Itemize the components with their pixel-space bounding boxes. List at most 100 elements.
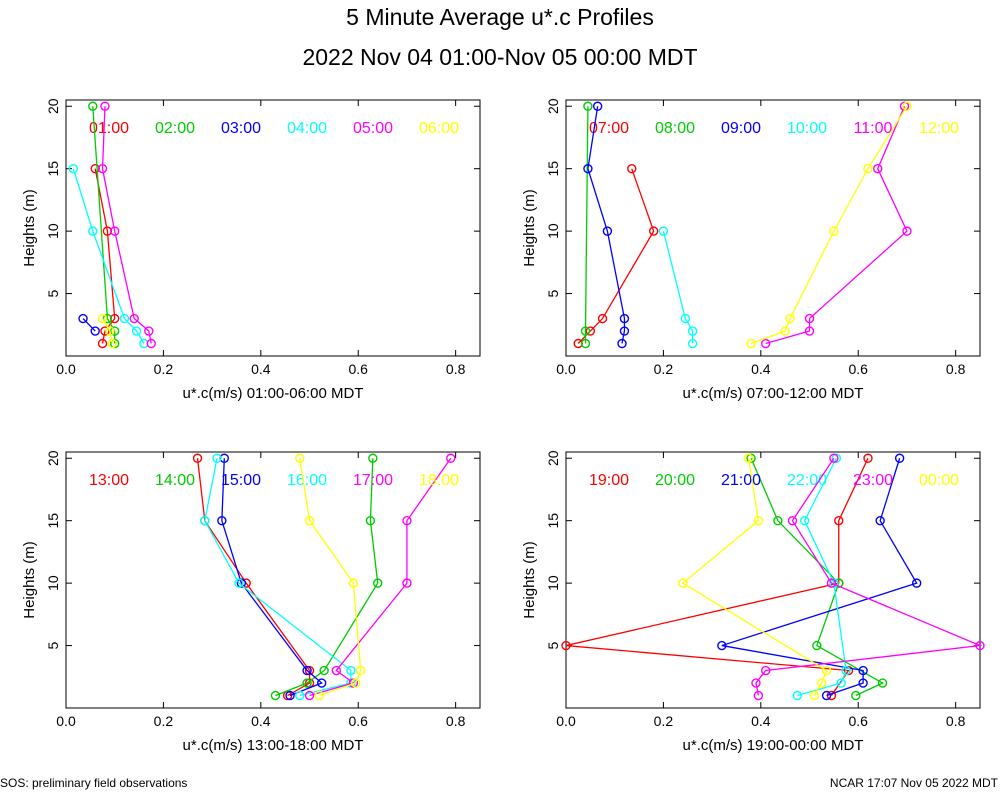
data-point — [583, 101, 593, 111]
data-point — [687, 338, 698, 349]
legend-entry: 01:00 — [89, 120, 129, 137]
data-point — [804, 313, 815, 324]
data-point — [760, 665, 771, 676]
data-point — [746, 338, 756, 349]
data-point — [319, 665, 329, 676]
data-point — [561, 640, 571, 651]
x-tick-label: 0.4 — [751, 713, 771, 729]
data-point — [592, 101, 603, 111]
data-point — [270, 690, 281, 701]
series-line — [755, 457, 983, 696]
x-tick-label: 0.8 — [946, 361, 966, 377]
y-tick-label: 5 — [45, 289, 61, 297]
data-point — [877, 678, 888, 688]
data-point — [100, 101, 110, 111]
legend-entry: 04:00 — [287, 120, 327, 137]
data-point — [678, 578, 688, 588]
x-tick-label: 0.2 — [654, 713, 674, 729]
data-point — [602, 226, 613, 236]
data-point — [597, 313, 608, 324]
series-line — [101, 106, 152, 344]
y-tick-label: 10 — [45, 575, 61, 591]
x-tick-label: 0.6 — [849, 713, 869, 729]
plot-frame-1 — [65, 99, 481, 357]
series-line — [92, 106, 116, 344]
data-point — [144, 326, 154, 336]
legend-entry: 17:00 — [353, 472, 393, 489]
data-point — [753, 690, 764, 701]
x-tick-label: 0.8 — [946, 713, 966, 729]
data-point — [751, 678, 761, 688]
data-point — [841, 665, 851, 676]
legend-entry: 07:00 — [589, 120, 629, 137]
series-line — [565, 457, 869, 696]
data-point — [804, 326, 815, 336]
legend-entry: 00:00 — [919, 472, 959, 489]
data-point — [100, 326, 110, 336]
series-line — [750, 457, 885, 697]
data-point — [88, 226, 98, 236]
y-axis-label: Heights (m) — [521, 189, 538, 267]
data-point — [902, 226, 912, 236]
data-point — [826, 578, 837, 588]
data-point — [902, 101, 912, 111]
x-tick-label: 0.0 — [556, 713, 576, 729]
x-axis-label: u*.c(m/s) 19:00-00:00 MDT — [683, 737, 864, 754]
series-line — [204, 458, 352, 697]
series-line — [584, 106, 589, 344]
data-point — [97, 163, 108, 174]
data-point — [217, 515, 227, 526]
data-point — [346, 665, 356, 676]
data-point — [110, 226, 120, 236]
y-tick-label: 5 — [545, 641, 561, 649]
data-point — [97, 338, 108, 349]
data-point — [787, 515, 798, 526]
data-point — [402, 578, 412, 588]
data-point — [317, 678, 327, 688]
data-point — [817, 678, 827, 688]
data-point — [365, 515, 376, 526]
y-tick-label: 10 — [45, 223, 61, 239]
data-point — [304, 515, 315, 526]
data-point — [619, 326, 630, 336]
data-point — [836, 678, 846, 688]
data-point — [88, 101, 98, 111]
footer-timestamp: NCAR 17:07 Nov 05 2022 MDT — [829, 776, 998, 790]
y-tick-label: 15 — [45, 513, 61, 529]
data-point — [105, 326, 115, 336]
data-point — [331, 665, 342, 676]
data-point — [834, 515, 844, 526]
data-point — [90, 326, 100, 336]
data-point — [192, 453, 203, 463]
y-tick-label: 15 — [45, 161, 61, 177]
data-point — [131, 326, 142, 336]
legend-entry: 11:00 — [854, 120, 893, 137]
x-tick-label: 0.8 — [446, 713, 466, 729]
data-point — [792, 690, 803, 701]
data-point — [799, 515, 810, 526]
data-point — [212, 453, 222, 463]
series-line — [662, 230, 694, 344]
series-line — [577, 168, 655, 344]
legend-entry: 03:00 — [221, 120, 261, 137]
data-point — [304, 690, 315, 701]
data-point — [717, 640, 727, 651]
x-tick-label: 0.4 — [251, 361, 271, 377]
y-tick-label: 20 — [45, 450, 61, 466]
y-tick-label: 15 — [545, 161, 561, 177]
y-axis-label: Heights (m) — [521, 541, 538, 619]
data-point — [314, 690, 324, 701]
y-tick-label: 20 — [545, 98, 561, 114]
series-line — [82, 318, 96, 332]
y-tick-label: 10 — [545, 575, 561, 591]
series-line — [299, 458, 362, 697]
data-point — [97, 313, 108, 324]
legend-entry: 05:00 — [353, 120, 393, 137]
legend-entry: 12:00 — [919, 120, 959, 137]
data-point — [858, 665, 868, 676]
legend-entry: 08:00 — [655, 120, 695, 137]
legend-entry: 22:00 — [787, 472, 827, 489]
x-tick-label: 0.6 — [349, 361, 369, 377]
data-point — [302, 678, 312, 688]
